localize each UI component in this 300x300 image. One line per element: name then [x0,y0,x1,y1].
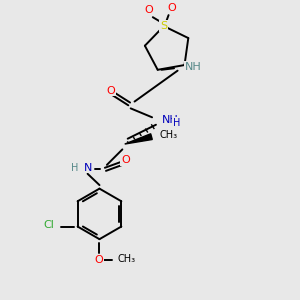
Text: O: O [107,85,116,96]
Text: NH: NH [184,62,201,72]
Text: O: O [94,255,103,265]
Text: Cl: Cl [43,220,54,230]
Text: NH: NH [162,115,178,125]
Text: S: S [160,21,167,31]
Text: O: O [144,5,153,15]
Text: O: O [121,155,130,165]
Text: H: H [173,118,180,128]
Text: N: N [83,163,92,172]
Polygon shape [125,134,152,144]
Text: H: H [71,163,79,172]
Text: CH₃: CH₃ [160,130,178,140]
Text: O: O [168,3,176,13]
Text: CH₃: CH₃ [118,254,136,264]
